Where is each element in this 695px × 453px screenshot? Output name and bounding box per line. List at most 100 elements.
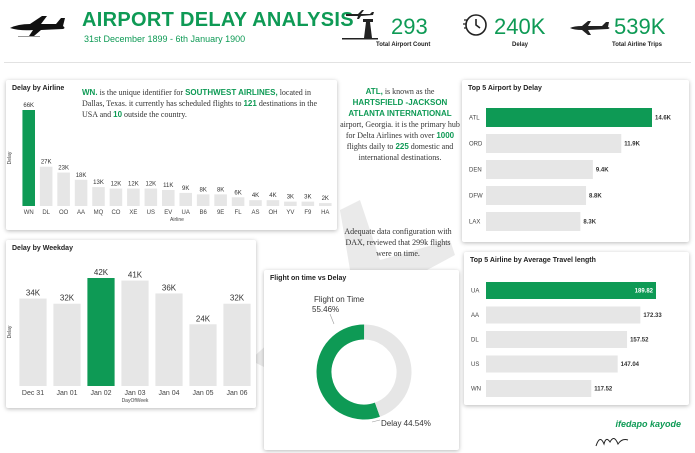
delay-leader [371,419,381,423]
top5-airport-title: Top 5 Airport by Delay [468,85,542,92]
bar-value-label: 11K [163,183,173,189]
x-tick-label: AS [251,210,259,216]
y-tick-label: LAX [469,220,480,226]
x-tick-label: FL [235,210,243,216]
y-tick-label: DL [471,338,479,344]
header-divider [4,62,691,63]
x-tick-label: WN [24,210,34,216]
bar-ha [318,203,332,206]
x-axis-label: Airline [170,217,184,223]
x-tick-label: YV [286,210,294,216]
bar-mq [92,187,105,206]
dax-note: Adequate data configuration with DAX, re… [344,227,452,258]
bar-value-label: 36K [162,283,177,292]
bar-value-label: 9K [182,186,189,192]
ontime-leader [329,313,335,325]
bar-value-label: 9.4K [596,168,609,174]
bar-us [486,355,618,373]
y-tick-label: WN [471,387,481,393]
bar-value-label: 12K [145,182,156,188]
delay-by-weekday-title: Delay by Weekday [12,245,73,252]
bar-value-label: 8.3K [583,220,596,226]
top5-airline-card[interactable]: Top 5 Airline by Average Travel length U… [464,252,689,405]
y-tick-label: DEN [469,168,482,174]
x-tick-label: HA [321,210,329,216]
bar-jan-06 [223,303,251,386]
delay-by-airline-chart: Delay 66K WN 27K DL 23K OO 18K AA 13K MQ 12K CO 12K XE… [7,103,332,223]
bar-ua [179,192,193,206]
bar-jan-02 [87,278,115,386]
delay-by-weekday-card[interactable]: Delay by Weekday Delay 34K Dec 31 32K Jan 01… [6,240,256,408]
clock-icon [463,14,487,36]
bar-value-label: 12K [111,182,122,188]
bar-value-label: 41K [128,271,143,280]
x-tick-label: Jan 01 [56,390,77,397]
x-tick-label: Dec 31 [22,390,44,397]
top5-airport-chart: ATL 14.6K ORD 11.9K DEN 9.4K DFW 8.8K LAX 8.3K [469,108,672,231]
ontime-label: Flight on Time [314,295,365,304]
y-tick-label: ORD [469,142,483,148]
y-tick-label: AA [471,313,479,319]
kpi-delay-label: Delay [512,42,529,48]
bar-value-label: 42K [94,268,109,277]
bar-9e [214,194,227,206]
x-tick-label: Jan 06 [226,390,247,397]
y-tick-label: ATL [469,116,480,122]
x-tick-label: Jan 03 [124,390,145,397]
ontime-vs-delay-card[interactable]: Flight on time vs Delay Flight on Time 55… [264,270,459,450]
bar-jan-01 [53,303,81,386]
bar-value-label: 172.33 [643,313,662,319]
bar-oo [57,172,70,206]
kpi-airport-count-value: 293 [391,14,428,39]
x-tick-label: EV [164,210,172,216]
bar-value-label: 4K [252,193,259,199]
top5-airline-chart: UA 189.82 AA 172.33 DL 157.52 US 147.04 WN 117.52 [471,282,662,397]
bar-value-label: 24K [196,314,211,323]
bar-aa [74,179,88,206]
bar-value-label: 157.52 [630,338,649,344]
bar-den [486,160,593,179]
bar-ev [161,190,175,206]
bar-co [109,188,123,206]
x-tick-label: 9E [217,210,224,216]
bar-value-label: 32K [230,294,245,303]
bar-jan-04 [155,293,183,386]
bar-value-label: 66K [23,103,34,109]
y-tick-label: US [471,362,479,368]
bar-dl [486,331,628,348]
bar-ua [486,282,656,299]
bar-value-label: 23K [58,166,69,172]
bar-value-label: 3K [304,195,311,201]
x-tick-label: AA [77,210,85,216]
bar-value-label: 8.8K [589,194,602,200]
bar-jan-05 [189,324,217,386]
y-tick-label: DFW [469,194,483,200]
bar-value-label: 4K [269,193,276,199]
y-tick-label: UA [471,289,479,295]
bar-value-label: 11.9K [624,142,640,148]
author-signature: ifedapo kayode [615,419,681,429]
x-tick-label: B6 [199,210,207,216]
kpi-airport-count-label: Total Airport Count [376,42,431,48]
delay-by-airline-title: Delay by Airline [12,85,65,92]
bar-value-label: 12K [128,182,139,188]
airport-note: ATL, is known as the HARTSFIELD -JACKSON… [340,87,460,162]
ontime-vs-delay-title: Flight on time vs Delay [270,275,347,282]
delay-label: Delay 44.54% [381,419,431,428]
airline-note: WN. is the unique identifier for SOUTHWE… [82,88,318,119]
top5-airport-card[interactable]: Top 5 Airport by Delay ATL 14.6K ORD 11.9K D… [462,80,689,242]
x-tick-label: Jan 02 [90,390,111,397]
x-tick-label: OO [59,210,69,216]
ontime-value: 55.46% [312,305,339,314]
delay-by-weekday-chart: Delay 34K Dec 31 32K Jan 01 42K Jan 02 41K Jan 0… [7,268,251,404]
delay-by-airline-card[interactable]: Delay by Airline WN. is the unique ident… [6,80,337,230]
bar-value-label: 34K [26,289,41,298]
x-tick-label: Jan 05 [192,390,213,397]
bar-value-label: 14.6K [655,116,672,122]
bar-wn [486,380,592,397]
x-tick-label: MQ [94,210,104,216]
bar-oh [266,200,280,206]
bar-f9 [301,201,315,206]
airport-tower-icon [342,10,378,40]
